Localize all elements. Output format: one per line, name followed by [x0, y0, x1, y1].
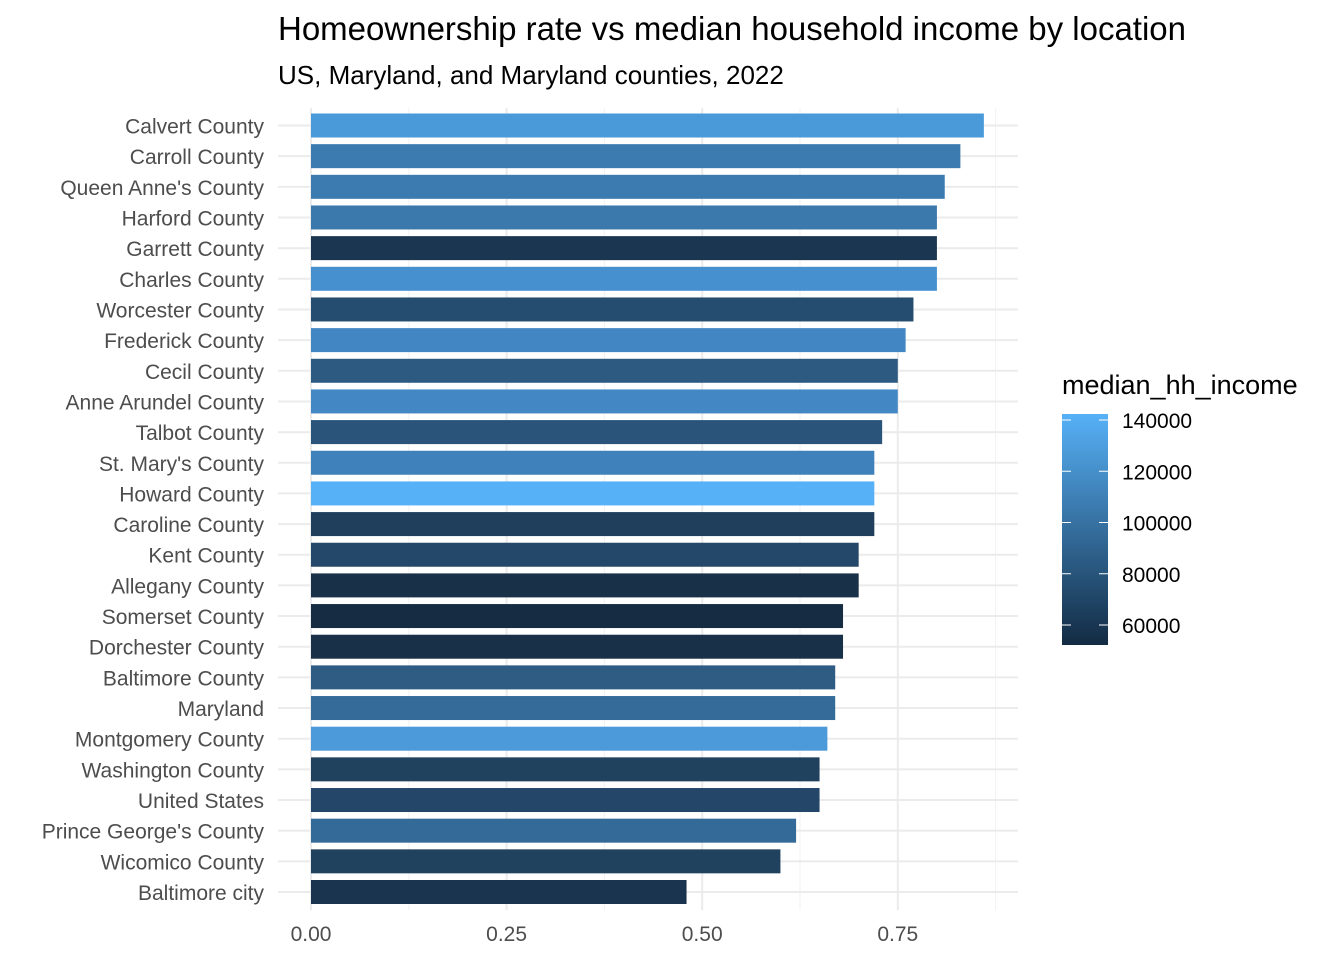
bar [311, 420, 883, 445]
y-tick-label: Baltimore County [103, 667, 265, 690]
bar [311, 880, 687, 904]
y-tick-label: Anne Arundel County [66, 391, 265, 414]
chart-subtitle: US, Maryland, and Maryland counties, 202… [278, 60, 784, 90]
legend-tick-label: 60000 [1122, 615, 1180, 638]
y-tick-label: Somerset County [102, 606, 265, 629]
legend-tick-label: 80000 [1122, 564, 1180, 587]
bar [311, 266, 937, 291]
bar [311, 696, 836, 721]
bars [311, 113, 984, 904]
y-tick-label: Harford County [122, 207, 265, 230]
bar [311, 542, 859, 567]
bar [311, 328, 906, 353]
bar [311, 726, 828, 751]
y-tick-label: Carroll County [130, 146, 265, 169]
y-tick-label: United States [138, 790, 264, 813]
bar [311, 512, 875, 537]
legend-title: median_hh_income [1062, 370, 1298, 400]
y-tick-label: Howard County [119, 483, 264, 506]
y-tick-label: Frederick County [104, 330, 264, 353]
bar [311, 358, 898, 383]
y-tick-label: Montgomery County [75, 729, 265, 752]
color-legend: 140000 120000 100000 80000 60000 [1062, 410, 1192, 645]
x-axis-labels: 0.00 0.25 0.50 0.75 [291, 923, 919, 946]
bar [311, 389, 898, 414]
legend-colorbar [1062, 414, 1108, 645]
legend-tick-label: 100000 [1122, 513, 1192, 536]
y-tick-label: Talbot County [136, 422, 265, 445]
bar [311, 818, 797, 843]
legend-tick-label: 140000 [1122, 410, 1192, 433]
bar [311, 757, 820, 782]
y-tick-label: Baltimore city [138, 882, 265, 905]
y-tick-label: Kent County [148, 545, 264, 568]
y-tick-label: Queen Anne's County [60, 177, 264, 200]
y-tick-label: Washington County [82, 759, 265, 782]
bar [311, 236, 937, 261]
bar [311, 788, 820, 813]
bar [311, 450, 875, 475]
y-axis-labels: Calvert County Carroll County Queen Anne's… [42, 116, 265, 906]
bar [311, 205, 937, 230]
y-tick-label: Dorchester County [89, 637, 265, 660]
y-tick-label: Allegany County [111, 575, 264, 598]
bar [311, 604, 844, 629]
bar [311, 144, 961, 169]
y-tick-label: Caroline County [113, 514, 264, 537]
bar [311, 297, 914, 322]
y-tick-label: Maryland [178, 698, 264, 721]
x-tick-label: 0.25 [486, 923, 527, 946]
bar [311, 481, 875, 506]
bar [311, 174, 945, 199]
y-tick-label: Garrett County [126, 238, 264, 261]
y-tick-label: Calvert County [125, 116, 264, 139]
y-tick-label: Cecil County [145, 361, 265, 384]
y-tick-label: Prince George's County [42, 821, 265, 844]
y-tick-label: Charles County [119, 269, 264, 292]
x-tick-label: 0.75 [877, 923, 918, 946]
bar [311, 634, 844, 659]
bar [311, 849, 781, 874]
x-tick-label: 0.00 [291, 923, 332, 946]
chart-title: Homeownership rate vs median household i… [278, 10, 1186, 47]
y-tick-label: Wicomico County [101, 851, 265, 874]
y-tick-label: Worcester County [96, 299, 264, 322]
y-tick-label: St. Mary's County [99, 453, 265, 476]
bar [311, 665, 836, 690]
bar [311, 573, 859, 598]
legend-tick-label: 120000 [1122, 461, 1192, 484]
bar [311, 113, 984, 138]
x-tick-label: 0.50 [682, 923, 723, 946]
